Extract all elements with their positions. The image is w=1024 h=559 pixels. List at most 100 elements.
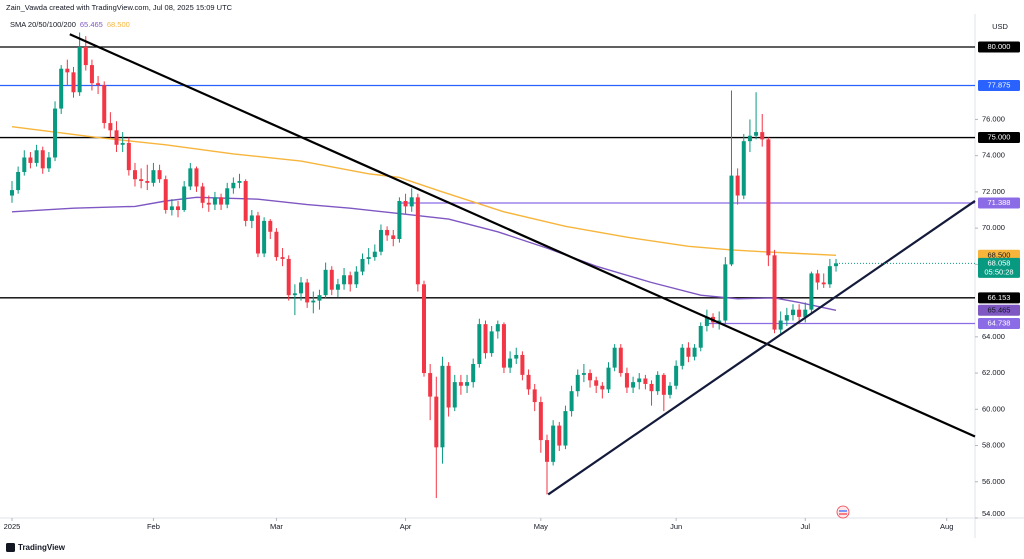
candle-body — [188, 168, 193, 187]
candle-body — [145, 181, 150, 183]
candle-body — [151, 170, 156, 183]
candle-body — [372, 251, 377, 258]
candle-body — [34, 150, 39, 163]
candle-body — [126, 142, 131, 171]
header: Zain_Vawda created with TradingView.com,… — [6, 3, 233, 12]
candle-body — [237, 181, 242, 183]
candle-body — [255, 215, 260, 254]
candle-body — [59, 68, 64, 109]
candle-body — [551, 425, 556, 462]
candle-body — [575, 374, 580, 392]
candle-body — [797, 309, 802, 317]
candle-body — [729, 175, 734, 265]
candle-body — [89, 65, 94, 84]
candle-body — [311, 300, 316, 303]
candle-body — [114, 130, 119, 145]
countdown: 05:50:28 — [984, 267, 1013, 276]
candle-body — [526, 374, 531, 390]
price-label: 64.738 — [988, 318, 1011, 327]
y-tick-label: 76.000 — [982, 114, 1005, 123]
price-label: 77.875 — [988, 80, 1011, 89]
candle-body — [342, 275, 347, 285]
candle-body — [409, 197, 414, 207]
candle-body — [655, 374, 660, 392]
x-tick-label: Jul — [800, 522, 810, 531]
price-label-box — [978, 304, 1020, 316]
candle-body — [274, 231, 279, 258]
candle-body — [667, 385, 672, 395]
candle-body — [280, 257, 285, 259]
x-tick-label: Jun — [670, 522, 682, 531]
y-tick-label: 54.000 — [982, 509, 1005, 518]
candle-body — [557, 425, 562, 446]
x-tick-label: Mar — [270, 522, 283, 531]
candle-body — [329, 269, 334, 290]
candle-body — [262, 220, 267, 254]
y-tick-label: 74.000 — [982, 151, 1005, 160]
x-tick-label: May — [534, 522, 548, 531]
candle-body — [139, 179, 144, 182]
candle-body — [22, 157, 27, 172]
candle-body — [741, 141, 746, 196]
x-tick-label: Feb — [147, 522, 160, 531]
watermark: TradingView — [6, 543, 66, 552]
candle-body — [508, 358, 513, 368]
candle-body — [458, 382, 463, 386]
y-tick-label: 72.000 — [982, 187, 1005, 196]
candle-body — [772, 255, 777, 330]
candle-body — [446, 365, 451, 408]
candle-body — [606, 367, 611, 390]
indicator-value: 68.500 — [107, 20, 130, 29]
candle-body — [428, 373, 433, 397]
candle-body — [360, 258, 365, 272]
candle-body — [169, 206, 174, 211]
candle-body — [520, 354, 525, 375]
candle-body — [827, 266, 832, 285]
candle-body — [624, 373, 629, 388]
candle-body — [489, 331, 494, 354]
candle-body — [385, 229, 390, 236]
candle-body — [514, 354, 519, 359]
candle-body — [212, 197, 217, 205]
price-label: 75.000 — [988, 133, 1011, 142]
candle-body — [501, 324, 506, 368]
candle-body — [317, 295, 322, 301]
candle-body — [821, 282, 826, 285]
candle-body — [354, 271, 359, 285]
price-label: 68.058 — [988, 258, 1011, 267]
candle-body — [643, 378, 648, 384]
candle-body — [403, 200, 408, 207]
candle-body — [182, 186, 187, 211]
candle-body — [46, 157, 51, 169]
candle-body — [249, 215, 254, 221]
candle-body — [452, 382, 457, 408]
candle-body — [53, 108, 58, 158]
candle-body — [477, 324, 482, 365]
candle-body — [803, 309, 808, 317]
candle-body — [631, 382, 636, 388]
currency: USD — [992, 22, 1008, 31]
candle-body — [194, 168, 199, 187]
candle-body — [422, 284, 427, 374]
candle-body — [225, 188, 230, 205]
indicator-value: 65.465 — [80, 20, 103, 29]
candle-body — [40, 150, 45, 169]
candle-body — [440, 365, 445, 448]
trendline — [69, 33, 976, 438]
candle-body — [299, 282, 304, 294]
candle-body — [680, 347, 685, 366]
candle-body — [219, 197, 224, 205]
y-tick-label: 62.000 — [982, 368, 1005, 377]
candle-body — [471, 364, 476, 383]
candle-body — [637, 378, 642, 383]
candle-body — [766, 139, 771, 256]
price-label: 66.153 — [988, 293, 1011, 302]
candle-body — [784, 315, 789, 321]
candle-body — [96, 83, 101, 86]
price-label-box — [978, 132, 1020, 144]
candle-body — [323, 269, 328, 296]
candle-body — [71, 72, 76, 93]
candle-body — [735, 175, 740, 196]
